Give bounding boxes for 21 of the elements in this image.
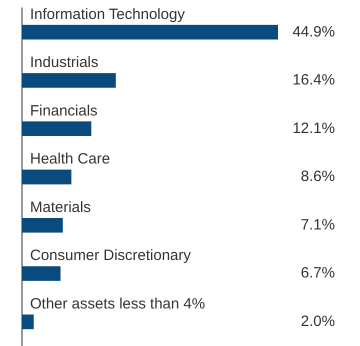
bar — [22, 314, 34, 330]
data-label: 12.1% — [292, 120, 335, 137]
bar — [22, 24, 278, 40]
y-tick-label: Health Care — [30, 150, 110, 168]
bar — [22, 266, 61, 281]
bar — [22, 121, 92, 136]
data-label: 2.0% — [300, 313, 335, 330]
bar — [22, 218, 63, 233]
bar — [22, 73, 116, 88]
y-tick-label: Consumer Discretionary — [30, 247, 192, 264]
y-tick-label: Information Technology — [30, 6, 186, 23]
y-tick-label: Industrials — [30, 54, 98, 72]
y-tick-label: Materials — [30, 198, 91, 216]
data-label: 6.7% — [300, 264, 335, 282]
y-tick-label: Financials — [30, 102, 98, 120]
data-label: 16.4% — [292, 72, 335, 89]
data-label: 7.1% — [300, 216, 335, 234]
y-tick-label: Other assets less than 4% — [30, 296, 206, 312]
data-label: 44.9% — [292, 23, 335, 40]
bar — [22, 170, 72, 184]
data-label: 8.6% — [300, 168, 335, 186]
